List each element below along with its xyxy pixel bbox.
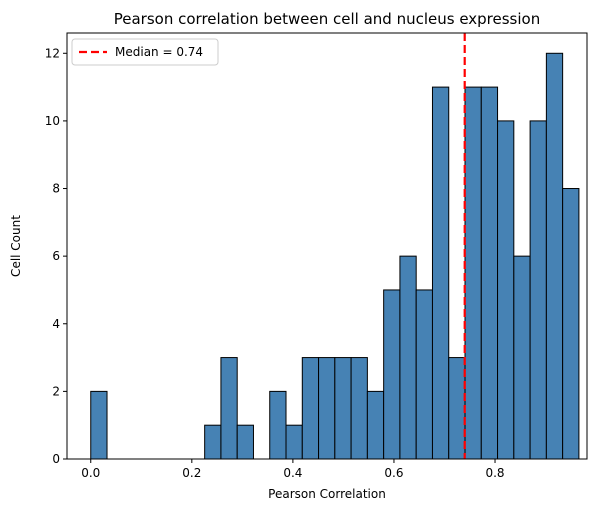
- histogram-bar: [448, 357, 466, 460]
- x-tick-label: 0.2: [182, 466, 201, 480]
- y-tick-label: 6: [52, 249, 60, 263]
- histogram-bar: [334, 357, 352, 460]
- y-axis-ticks: 0 2 4 6 8 10 12: [45, 46, 67, 466]
- x-axis-label: Pearson Correlation: [268, 487, 386, 501]
- histogram-bar: [431, 86, 450, 460]
- legend-box: [71, 38, 219, 66]
- histogram-bar: [562, 188, 580, 460]
- x-tick-label: 0.0: [81, 466, 100, 480]
- histogram-bar: [366, 390, 385, 460]
- histogram-bar: [285, 424, 303, 460]
- histogram-bar: [318, 357, 336, 460]
- histogram-bar: [464, 86, 482, 460]
- histogram-bar: [529, 120, 547, 460]
- histogram-bar: [269, 390, 287, 460]
- histogram-bar: [383, 289, 401, 460]
- histogram-bar: [399, 255, 417, 460]
- histogram-bar: [497, 120, 515, 460]
- histogram-bar: [415, 289, 433, 460]
- y-axis-label: Cell Count: [9, 215, 23, 277]
- histogram-bar: [220, 357, 238, 460]
- x-axis-ticks: 0.0 0.2 0.4 0.6 0.8: [81, 459, 505, 480]
- plot-frame: [66, 32, 588, 460]
- bar-series: [90, 52, 580, 460]
- histogram-bar: [350, 357, 368, 460]
- y-tick-label: 0: [52, 452, 60, 466]
- y-tick-label: 12: [45, 46, 60, 60]
- histogram-bar: [480, 86, 499, 460]
- x-tick-label: 0.8: [485, 466, 504, 480]
- chart-title: Pearson correlation between cell and nuc…: [114, 10, 540, 28]
- y-tick-label: 8: [52, 182, 60, 196]
- y-tick-label: 10: [45, 114, 60, 128]
- histogram-bar: [204, 424, 222, 460]
- y-tick-label: 2: [52, 384, 60, 398]
- histogram-bar: [236, 424, 254, 460]
- legend-label-median: Median = 0.74: [115, 45, 203, 59]
- histogram-bar: [301, 357, 320, 460]
- x-tick-label: 0.4: [283, 466, 302, 480]
- y-tick-label: 4: [52, 317, 60, 331]
- histogram-bar: [90, 390, 108, 460]
- x-tick-label: 0.6: [384, 466, 403, 480]
- legend: Median = 0.74: [71, 38, 219, 66]
- histogram-bar: [513, 255, 531, 460]
- histogram-bar: [545, 52, 564, 460]
